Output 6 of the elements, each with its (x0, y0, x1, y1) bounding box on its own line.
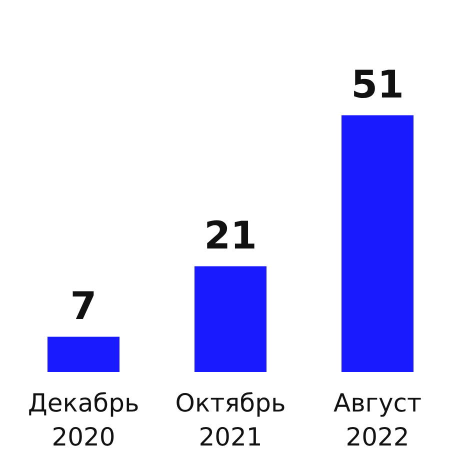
x-tick-label: Декабрь 2020 (28, 388, 140, 452)
x-tick-label: Октябрь 2021 (175, 388, 286, 452)
data-label: 7 (70, 284, 97, 328)
data-label: 21 (204, 213, 257, 258)
x-tick-label: Август 2022 (333, 388, 422, 452)
data-label: 51 (351, 62, 404, 106)
